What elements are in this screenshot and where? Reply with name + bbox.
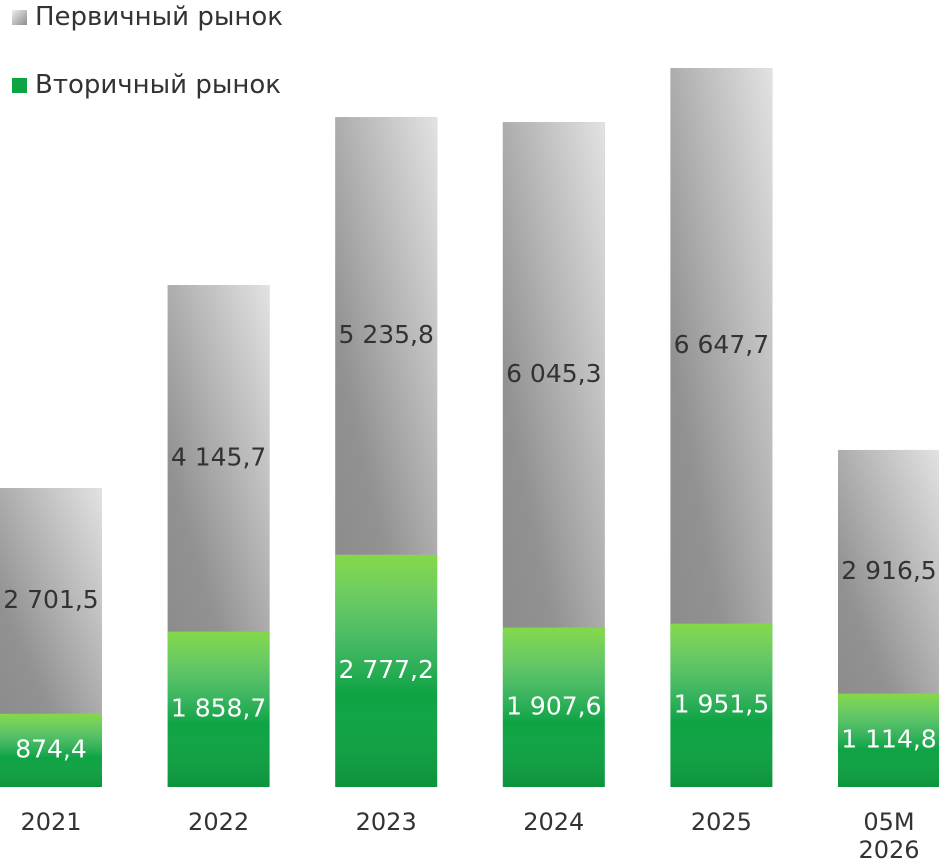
bar-shine — [670, 68, 773, 624]
x-tick-label: 2025 — [690, 808, 752, 836]
value-label: 1 858,7 — [171, 693, 266, 722]
x-tick-label: 2022 — [188, 808, 250, 836]
bar-shine — [335, 117, 438, 555]
bar-shine — [335, 554, 438, 787]
bar-shine — [670, 623, 773, 787]
value-label: 1 951,5 — [674, 689, 769, 718]
value-label: 874,4 — [15, 734, 87, 763]
value-label: 1 907,6 — [506, 691, 601, 720]
bar-shine — [502, 627, 605, 787]
legend-label: Первичный рынок — [35, 2, 283, 32]
value-label: 2 777,2 — [338, 655, 433, 684]
x-tick-label: 2024 — [523, 808, 585, 836]
value-label: 6 647,7 — [674, 330, 769, 359]
x-tick-label: 05M 2026 — [858, 808, 920, 864]
bar-shine — [167, 631, 270, 787]
value-label: 4 145,7 — [171, 442, 266, 471]
bar-shine — [502, 122, 605, 628]
bar-shine — [0, 713, 102, 787]
value-label: 6 045,3 — [506, 359, 601, 388]
legend-label: Вторичный рынок — [35, 70, 281, 100]
bar-shine — [0, 488, 102, 714]
legend-item: Вторичный рынок — [12, 70, 281, 100]
legend-swatch — [12, 9, 27, 25]
x-tick-label: 2021 — [20, 808, 82, 836]
value-label: 2 916,5 — [841, 556, 936, 585]
value-label: 1 114,8 — [841, 724, 936, 753]
legend-item: Первичный рынок — [12, 2, 283, 32]
x-tick-label: 2023 — [355, 808, 417, 836]
legend-swatch — [12, 77, 27, 93]
bar-shine — [167, 285, 270, 632]
value-label: 2 701,5 — [3, 585, 98, 614]
bar-shine — [838, 449, 939, 694]
bar-shine — [838, 693, 939, 787]
value-label: 5 235,8 — [338, 320, 433, 349]
